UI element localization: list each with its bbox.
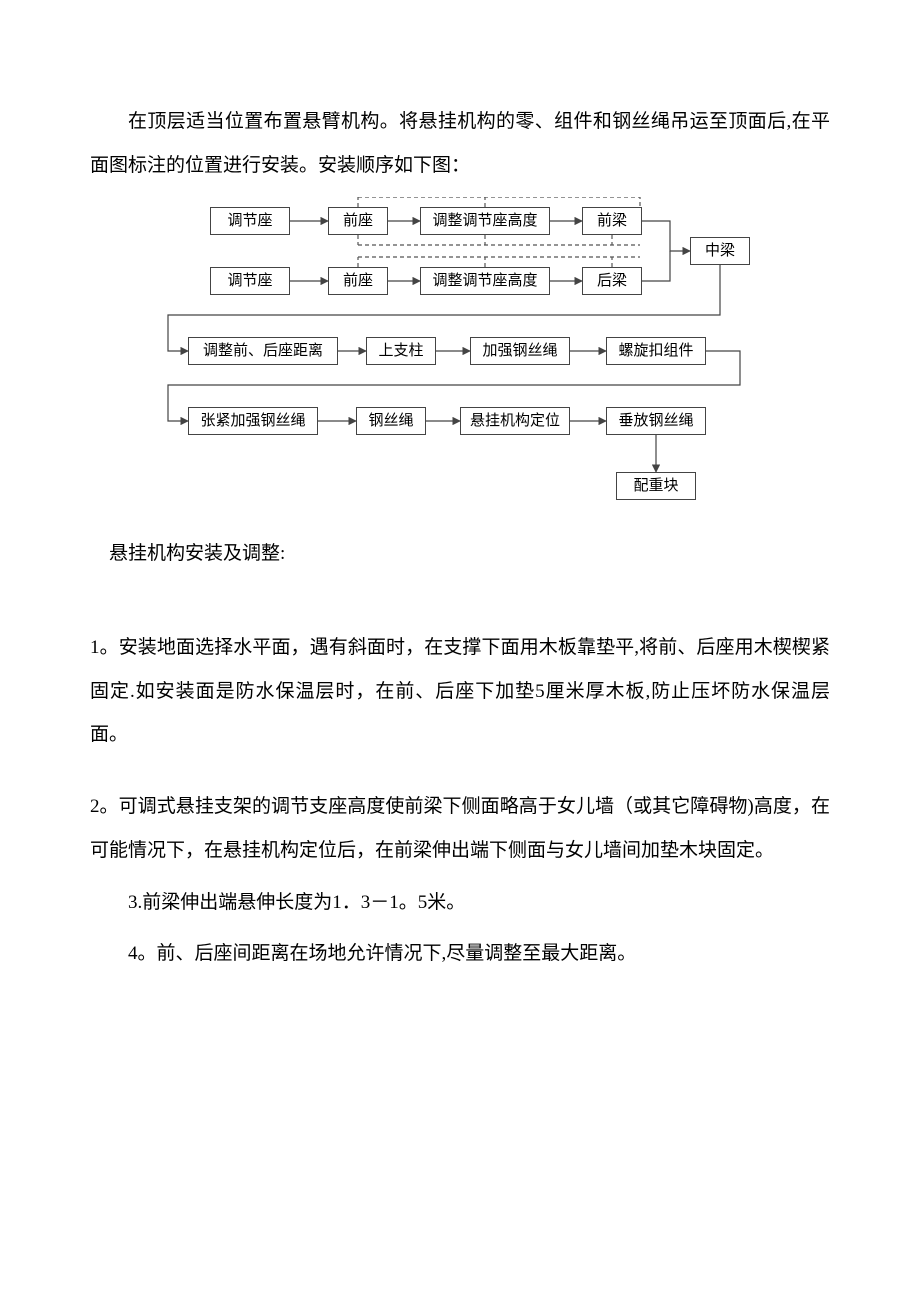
- flow-node: 调整调节座高度: [420, 207, 550, 235]
- flow-node: 垂放钢丝绳: [606, 407, 706, 435]
- flowchart-svg: 调节座前座调整调节座高度前梁中梁调节座前座调整调节座高度后梁调整前、后座距离上支…: [150, 197, 770, 507]
- flowchart-container: 调节座前座调整调节座高度前梁中梁调节座前座调整调节座高度后梁调整前、后座距离上支…: [150, 197, 770, 512]
- flow-node: 上支柱: [366, 337, 436, 365]
- flow-node: 加强钢丝绳: [470, 337, 570, 365]
- flow-edge: [642, 221, 690, 251]
- flow-node: 后梁: [582, 267, 642, 295]
- flow-node: 调节座: [210, 207, 290, 235]
- flow-node: 悬挂机构定位: [460, 407, 570, 435]
- flow-node: 钢丝绳: [356, 407, 426, 435]
- list-item-1: 1。安装地面选择水平面，遇有斜面时，在支撑下面用木板靠垫平,将前、后座用木楔楔紧…: [90, 626, 830, 757]
- list-item-3: 3.前梁伸出端悬伸长度为1．3－1。5米。: [90, 881, 830, 925]
- flow-node: 中梁: [690, 237, 750, 265]
- section-subtitle: 悬挂机构安装及调整:: [90, 532, 830, 576]
- flow-edge: [358, 197, 640, 207]
- flow-edge: [642, 251, 670, 281]
- flow-node: 前梁: [582, 207, 642, 235]
- flow-node: 调整调节座高度: [420, 267, 550, 295]
- spacer: [90, 606, 830, 626]
- list-item-2: 2。可调式悬挂支架的调节支座高度使前梁下侧面略高于女儿墙（或其它障碍物)高度，在…: [90, 785, 830, 872]
- flow-node: 张紧加强钢丝绳: [188, 407, 318, 435]
- document-page: 在顶层适当位置布置悬臂机构。将悬挂机构的零、组件和钢丝绳吊运至顶面后,在平面图标…: [0, 0, 920, 1044]
- intro-paragraph: 在顶层适当位置布置悬臂机构。将悬挂机构的零、组件和钢丝绳吊运至顶面后,在平面图标…: [90, 100, 830, 187]
- flow-node: 配重块: [616, 472, 696, 500]
- flow-node: 螺旋扣组件: [606, 337, 706, 365]
- flow-node: 调节座: [210, 267, 290, 295]
- flow-node: 前座: [328, 207, 388, 235]
- list-item-4: 4。前、后座间距离在场地允许情况下,尽量调整至最大距离。: [90, 932, 830, 976]
- spacer: [90, 765, 830, 785]
- flow-node: 调整前、后座距离: [188, 337, 338, 365]
- flow-node: 前座: [328, 267, 388, 295]
